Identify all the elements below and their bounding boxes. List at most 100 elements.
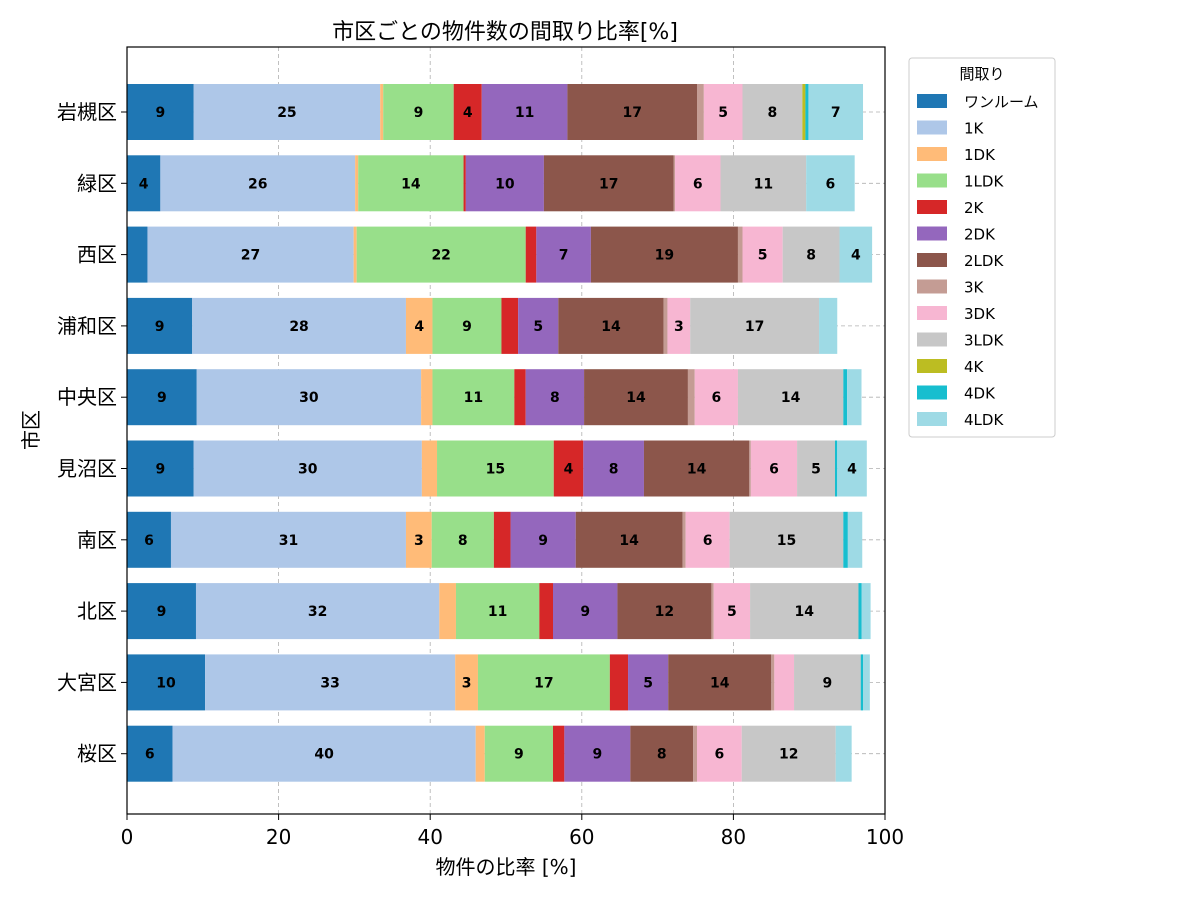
- bar-value-label: 14: [781, 390, 801, 406]
- bar-segment: [405, 511, 432, 568]
- y-tick-label: 見沼区: [57, 457, 117, 481]
- bars: [127, 84, 873, 782]
- bar-value-label: 4: [463, 105, 473, 121]
- bar-value-label: 27: [241, 248, 260, 264]
- bar-segment: [127, 84, 194, 140]
- bar-value-label: 9: [157, 604, 167, 620]
- bar-value-label: 8: [768, 105, 778, 121]
- bar-segment: [609, 654, 629, 711]
- bar-value-label: 5: [718, 105, 728, 121]
- bar-value-label: 8: [550, 390, 560, 406]
- bar-value-label: 40: [314, 747, 334, 763]
- x-tick-label: 100: [866, 825, 904, 849]
- bar-value-label: 6: [703, 533, 713, 549]
- bar-value-label: 9: [155, 319, 165, 335]
- bar-segment: [794, 654, 861, 711]
- y-tick-label: 桜区: [77, 742, 117, 766]
- bar-value-label: 9: [592, 747, 602, 763]
- bar-value-label: 9: [823, 675, 833, 691]
- bar-segment: [861, 583, 871, 640]
- bar-value-label: 12: [655, 604, 674, 620]
- bar-segment: [782, 226, 840, 283]
- bar-segment: [737, 226, 743, 283]
- bar-value-label: 3: [462, 675, 472, 691]
- bar-segment: [843, 511, 848, 568]
- bar-segment: [127, 654, 206, 711]
- y-tick-label: 南区: [77, 528, 117, 552]
- bar-segment: [863, 654, 870, 711]
- bar-value-label: 5: [727, 604, 737, 620]
- bar-segment: [553, 440, 584, 497]
- bar-segment: [356, 226, 526, 283]
- bar-segment: [127, 440, 194, 497]
- legend-swatch: [917, 94, 947, 108]
- bar-value-label: 10: [156, 675, 176, 691]
- bar-segment: [567, 84, 698, 140]
- legend-entry: 2K: [964, 199, 985, 217]
- x-tick-label: 0: [121, 825, 134, 849]
- legend-swatch: [917, 120, 947, 135]
- bar-segment: [673, 155, 676, 212]
- legend-entry: 3LDK: [964, 332, 1004, 350]
- bar-value-label: 6: [693, 176, 703, 192]
- bar-value-label: 17: [534, 675, 553, 691]
- x-tick-label: 60: [569, 825, 594, 849]
- bar-value-label: 5: [811, 462, 821, 478]
- bar-segment: [628, 654, 669, 711]
- legend-swatch: [917, 359, 947, 373]
- bar-value-label: 17: [745, 319, 764, 335]
- bar-value-label: 4: [564, 462, 574, 478]
- bar-segment: [127, 583, 196, 640]
- bar-value-label: 10: [495, 176, 515, 192]
- bar-value-label: 9: [580, 604, 590, 620]
- bar-value-label: 11: [515, 105, 534, 121]
- bar-segment: [127, 511, 171, 568]
- legend-entry: 4DK: [964, 385, 996, 403]
- bar-value-label: 30: [299, 390, 319, 406]
- bar-value-label: 22: [431, 248, 450, 264]
- bar-segment: [453, 84, 482, 140]
- bar-value-label: 11: [488, 604, 507, 620]
- bar-segment: [720, 155, 807, 212]
- bar-segment: [432, 369, 515, 426]
- plot-frame: [126, 46, 886, 815]
- bar-segment: [682, 511, 686, 568]
- bar-value-label: 7: [831, 105, 841, 121]
- bar-value-label: 14: [687, 462, 707, 478]
- bar-value-label: 31: [279, 533, 298, 549]
- bar-segment: [431, 511, 494, 568]
- bar-value-label: 9: [157, 390, 167, 406]
- legend-entry: 1K: [964, 120, 985, 138]
- bar-value-label: 4: [414, 319, 424, 335]
- bar-segment: [205, 654, 456, 711]
- legend-entry: ワンルーム: [964, 93, 1039, 111]
- bar-segment: [697, 725, 742, 782]
- legend-title: 間取り: [959, 65, 1004, 83]
- bar-segment: [685, 511, 730, 568]
- bar-segment: [750, 583, 859, 640]
- y-tick-label: 西区: [77, 243, 117, 267]
- bar-value-label: 6: [144, 533, 154, 549]
- bar-segment: [690, 297, 820, 354]
- legend-swatch: [917, 200, 947, 214]
- bar-value-label: 26: [248, 176, 267, 192]
- legend-entry: 4LDK: [964, 411, 1004, 429]
- bar-segment: [667, 297, 691, 354]
- bar-value-label: 11: [754, 176, 773, 192]
- legend-swatch: [917, 253, 947, 267]
- legend-swatch: [917, 332, 947, 347]
- bar-segment: [834, 440, 838, 497]
- legend-swatch: [917, 226, 947, 241]
- bar-segment: [127, 369, 197, 426]
- bar-segment: [510, 511, 576, 568]
- x-tick-label: 40: [417, 825, 442, 849]
- legend-swatch: [917, 306, 947, 320]
- y-tick-label: 大宮区: [57, 670, 117, 694]
- bar-value-label: 6: [715, 747, 725, 763]
- bar-value-label: 4: [139, 176, 149, 192]
- bar-value-label: 3: [414, 533, 424, 549]
- bar-value-label: 11: [464, 390, 483, 406]
- bar-segment: [552, 583, 618, 640]
- bar-value-label: 12: [779, 747, 798, 763]
- x-tick-label: 20: [266, 825, 291, 849]
